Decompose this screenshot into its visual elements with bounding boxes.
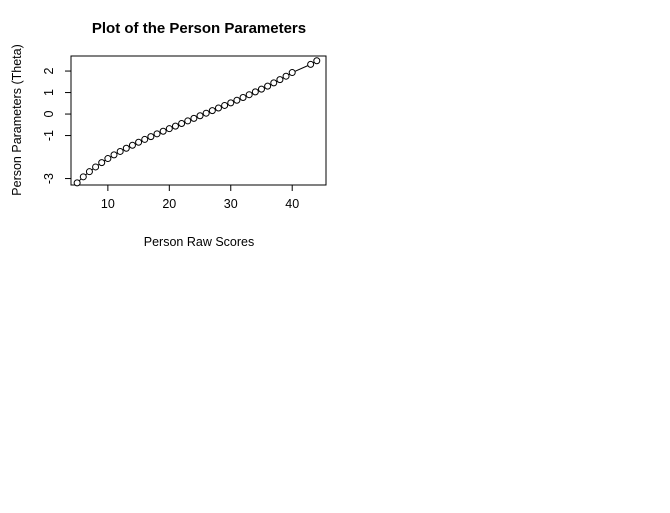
data-point <box>159 127 167 135</box>
x-tick-label: 10 <box>101 197 115 211</box>
data-point <box>122 144 130 152</box>
data-point <box>110 151 118 159</box>
data-point <box>264 82 272 90</box>
data-point <box>282 72 290 80</box>
data-point <box>141 135 149 143</box>
data-point <box>270 79 278 87</box>
data-point <box>257 85 265 93</box>
y-tick-label: -1 <box>42 130 56 141</box>
data-point <box>98 159 106 167</box>
data-point <box>190 114 198 122</box>
x-axis-label: Person Raw Scores <box>144 235 254 249</box>
data-points <box>73 57 321 187</box>
y-axis: -3 -1 0 1 2 <box>42 68 71 184</box>
chart-title: Plot of the Person Parameters <box>92 20 306 37</box>
data-point <box>85 168 93 176</box>
y-tick-label: 1 <box>42 89 56 96</box>
data-point <box>214 104 222 112</box>
data-point <box>92 163 100 171</box>
y-tick-label: 2 <box>42 68 56 75</box>
y-tick-label: 0 <box>42 111 56 118</box>
x-tick-label: 30 <box>224 197 238 211</box>
data-point <box>153 130 161 138</box>
data-point <box>135 138 143 146</box>
data-point <box>79 173 87 181</box>
data-point <box>313 57 321 65</box>
data-point <box>221 101 229 109</box>
data-point <box>251 88 259 96</box>
data-point <box>184 117 192 125</box>
data-point <box>196 112 204 120</box>
data-point <box>227 99 235 107</box>
data-point <box>276 76 284 84</box>
data-point <box>208 107 216 115</box>
y-axis-label: Person Parameters (Theta) <box>10 44 24 195</box>
x-axis: 10 20 30 40 <box>101 185 299 211</box>
x-tick-label: 20 <box>162 197 176 211</box>
data-point <box>147 133 155 141</box>
data-point <box>233 96 241 104</box>
y-tick-label: -3 <box>42 173 56 184</box>
data-point <box>245 91 253 99</box>
data-point <box>288 69 296 77</box>
data-point <box>104 155 112 163</box>
plot-area-frame <box>70 55 327 186</box>
data-point <box>116 147 124 155</box>
data-point <box>73 179 81 187</box>
data-point <box>239 94 247 101</box>
data-point <box>165 125 173 133</box>
data-point <box>128 141 136 149</box>
x-tick-label: 40 <box>285 197 299 211</box>
data-point <box>307 60 315 68</box>
data-point <box>202 109 210 117</box>
data-point <box>171 122 179 130</box>
data-point <box>178 120 186 128</box>
